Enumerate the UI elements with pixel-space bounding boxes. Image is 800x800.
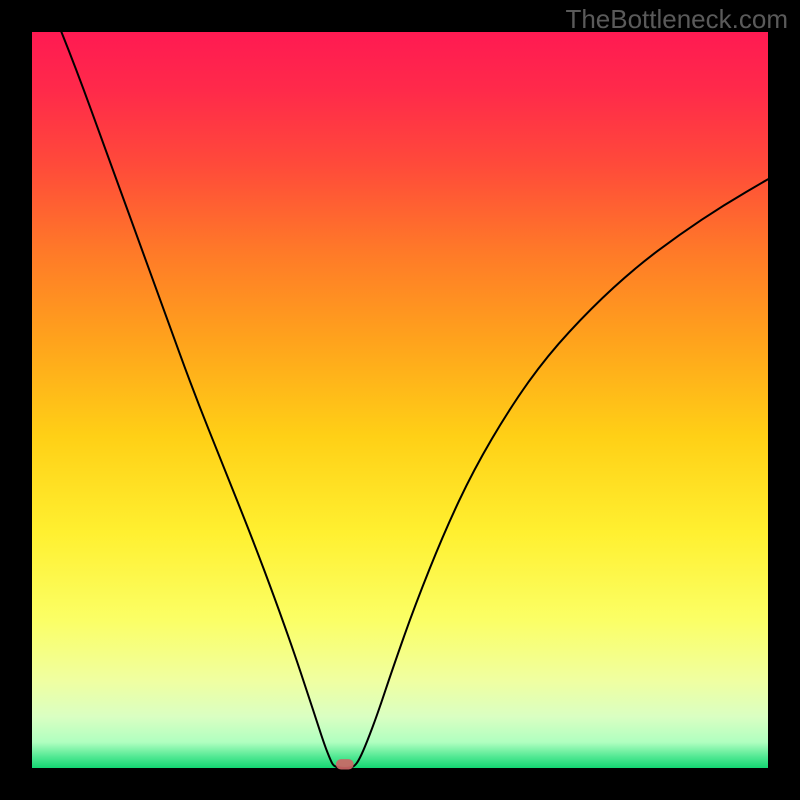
minimum-marker (336, 759, 354, 769)
watermark-text: TheBottleneck.com (565, 4, 788, 35)
chart-svg (0, 0, 800, 800)
plot-background (32, 32, 768, 768)
figure-root: TheBottleneck.com (0, 0, 800, 800)
